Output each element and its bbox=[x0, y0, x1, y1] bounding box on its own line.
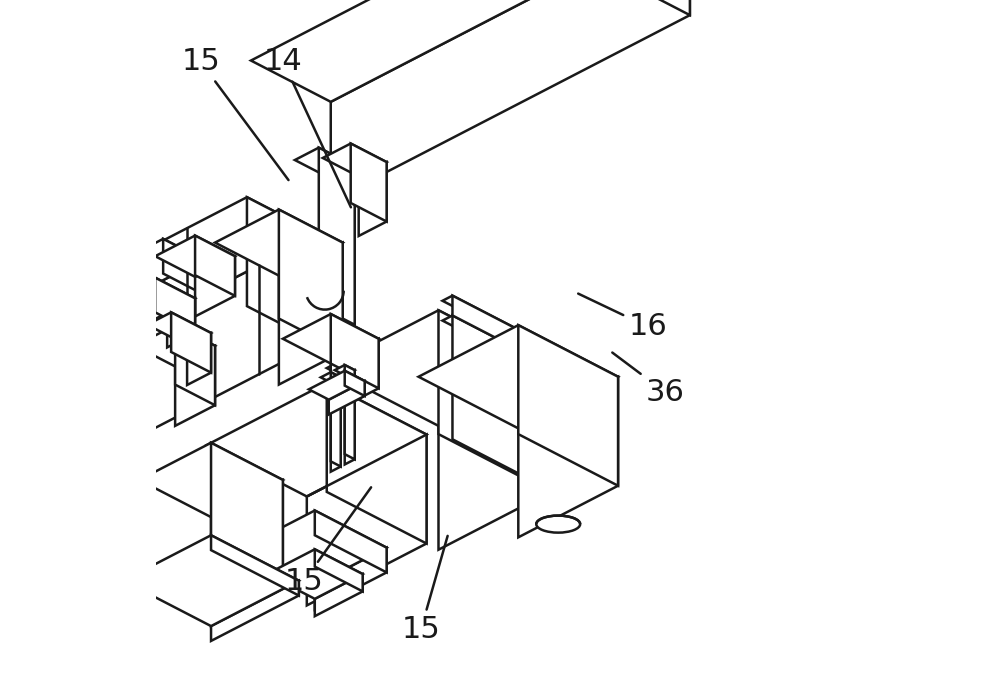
Polygon shape bbox=[195, 256, 235, 316]
Polygon shape bbox=[175, 346, 215, 426]
Polygon shape bbox=[345, 371, 365, 396]
Polygon shape bbox=[195, 235, 235, 296]
Polygon shape bbox=[279, 243, 343, 385]
Polygon shape bbox=[321, 372, 341, 383]
Polygon shape bbox=[267, 549, 363, 599]
Polygon shape bbox=[155, 235, 235, 277]
Polygon shape bbox=[610, 0, 690, 15]
Polygon shape bbox=[147, 259, 203, 323]
Text: 15: 15 bbox=[181, 47, 289, 180]
Polygon shape bbox=[215, 210, 343, 276]
Polygon shape bbox=[67, 197, 319, 327]
Polygon shape bbox=[327, 310, 550, 426]
Polygon shape bbox=[211, 535, 299, 596]
Polygon shape bbox=[309, 371, 365, 400]
Polygon shape bbox=[247, 197, 319, 343]
Polygon shape bbox=[279, 210, 343, 352]
Polygon shape bbox=[351, 144, 387, 222]
Polygon shape bbox=[211, 443, 283, 589]
Polygon shape bbox=[327, 383, 427, 544]
Polygon shape bbox=[331, 372, 341, 466]
Polygon shape bbox=[530, 361, 540, 490]
Polygon shape bbox=[345, 365, 355, 460]
Polygon shape bbox=[452, 296, 540, 361]
Polygon shape bbox=[530, 341, 540, 366]
Polygon shape bbox=[518, 377, 618, 537]
Polygon shape bbox=[315, 574, 363, 616]
Polygon shape bbox=[163, 239, 203, 294]
Polygon shape bbox=[107, 239, 203, 288]
Polygon shape bbox=[359, 162, 387, 236]
Polygon shape bbox=[452, 315, 540, 484]
Polygon shape bbox=[419, 325, 618, 429]
Polygon shape bbox=[295, 148, 355, 179]
Polygon shape bbox=[211, 480, 283, 626]
Polygon shape bbox=[335, 365, 355, 376]
Text: 16: 16 bbox=[578, 294, 667, 341]
Polygon shape bbox=[315, 548, 387, 610]
Polygon shape bbox=[331, 378, 341, 472]
Polygon shape bbox=[167, 299, 195, 347]
Text: 15: 15 bbox=[285, 487, 371, 596]
Ellipse shape bbox=[536, 515, 580, 533]
Polygon shape bbox=[319, 148, 355, 325]
Polygon shape bbox=[307, 435, 427, 605]
Text: 15: 15 bbox=[402, 536, 448, 644]
Text: 14: 14 bbox=[264, 47, 351, 207]
Polygon shape bbox=[323, 144, 387, 177]
Polygon shape bbox=[243, 510, 387, 585]
Polygon shape bbox=[442, 296, 540, 346]
Polygon shape bbox=[518, 325, 618, 486]
Polygon shape bbox=[331, 314, 379, 388]
Polygon shape bbox=[139, 235, 319, 436]
Polygon shape bbox=[211, 581, 299, 641]
Polygon shape bbox=[442, 315, 540, 366]
Polygon shape bbox=[331, 338, 379, 413]
Polygon shape bbox=[438, 310, 550, 492]
Polygon shape bbox=[147, 312, 211, 345]
Polygon shape bbox=[139, 443, 283, 517]
Polygon shape bbox=[135, 325, 215, 367]
Polygon shape bbox=[329, 381, 365, 415]
Polygon shape bbox=[123, 535, 299, 626]
Polygon shape bbox=[251, 0, 690, 102]
Polygon shape bbox=[331, 0, 690, 201]
Polygon shape bbox=[187, 333, 211, 385]
Polygon shape bbox=[315, 510, 387, 572]
Polygon shape bbox=[345, 370, 355, 464]
Polygon shape bbox=[155, 278, 195, 333]
Polygon shape bbox=[315, 549, 363, 592]
Polygon shape bbox=[438, 368, 550, 550]
Polygon shape bbox=[283, 314, 379, 363]
Polygon shape bbox=[175, 325, 215, 405]
Polygon shape bbox=[207, 383, 427, 497]
Polygon shape bbox=[171, 312, 211, 373]
Text: 36: 36 bbox=[612, 352, 685, 407]
Polygon shape bbox=[127, 278, 195, 313]
Polygon shape bbox=[331, 166, 355, 337]
